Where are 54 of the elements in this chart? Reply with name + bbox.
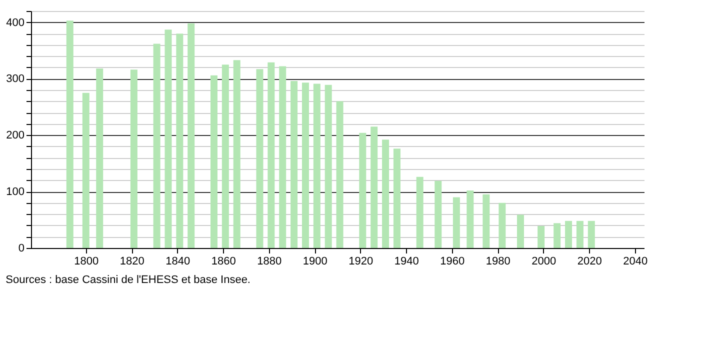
bar (130, 70, 138, 248)
x-tick-label: 1980 (486, 256, 510, 268)
bar (359, 132, 366, 248)
bar (393, 148, 400, 248)
bar (256, 69, 264, 248)
bar (290, 80, 298, 248)
x-tick-label: 1900 (302, 256, 328, 268)
x-tick-label: 1960 (440, 256, 465, 268)
x-tick-label: 1820 (120, 256, 144, 268)
bar (498, 202, 506, 248)
bar (233, 60, 240, 248)
bar (452, 197, 460, 248)
x-tick-label: 1940 (394, 256, 419, 268)
x-tick-label: 2020 (577, 256, 602, 268)
bar (279, 66, 286, 248)
y-tick-label: 100 (6, 186, 24, 198)
bar (565, 220, 572, 248)
bar (336, 101, 344, 248)
y-tick-label: 0 (18, 242, 24, 254)
bar (302, 82, 309, 248)
bar (588, 220, 595, 248)
bar (96, 68, 104, 248)
bar (434, 180, 442, 248)
x-tick-label: 1840 (166, 256, 190, 268)
x-tick-label: 2040 (623, 256, 648, 268)
y-tick-label: 300 (6, 73, 24, 86)
bar (82, 92, 90, 248)
bar (153, 44, 160, 248)
bar (164, 30, 172, 248)
x-tick-label: 2000 (532, 256, 556, 268)
bar (324, 84, 332, 248)
bar (538, 226, 545, 248)
x-tick-label: 1860 (211, 256, 236, 268)
bar (554, 223, 561, 248)
bar (416, 176, 424, 248)
bar (516, 214, 524, 248)
bar (382, 140, 390, 248)
bar (176, 34, 184, 248)
bar (210, 75, 218, 248)
bar (313, 84, 320, 248)
bar (188, 23, 195, 248)
bar (222, 64, 229, 248)
y-tick-label: 200 (6, 130, 24, 142)
bar (482, 194, 490, 248)
bar (370, 126, 378, 248)
bar (466, 190, 474, 248)
source-note: Sources : base Cassini de l'EHESS et base Insee. (6, 274, 250, 286)
bar (268, 62, 275, 248)
bar (66, 20, 74, 248)
x-tick-label: 1920 (348, 256, 374, 268)
bar (576, 220, 584, 248)
x-tick-label: 1880 (257, 256, 282, 268)
y-tick-label: 400 (6, 16, 24, 29)
x-tick-label: 1800 (74, 256, 99, 268)
